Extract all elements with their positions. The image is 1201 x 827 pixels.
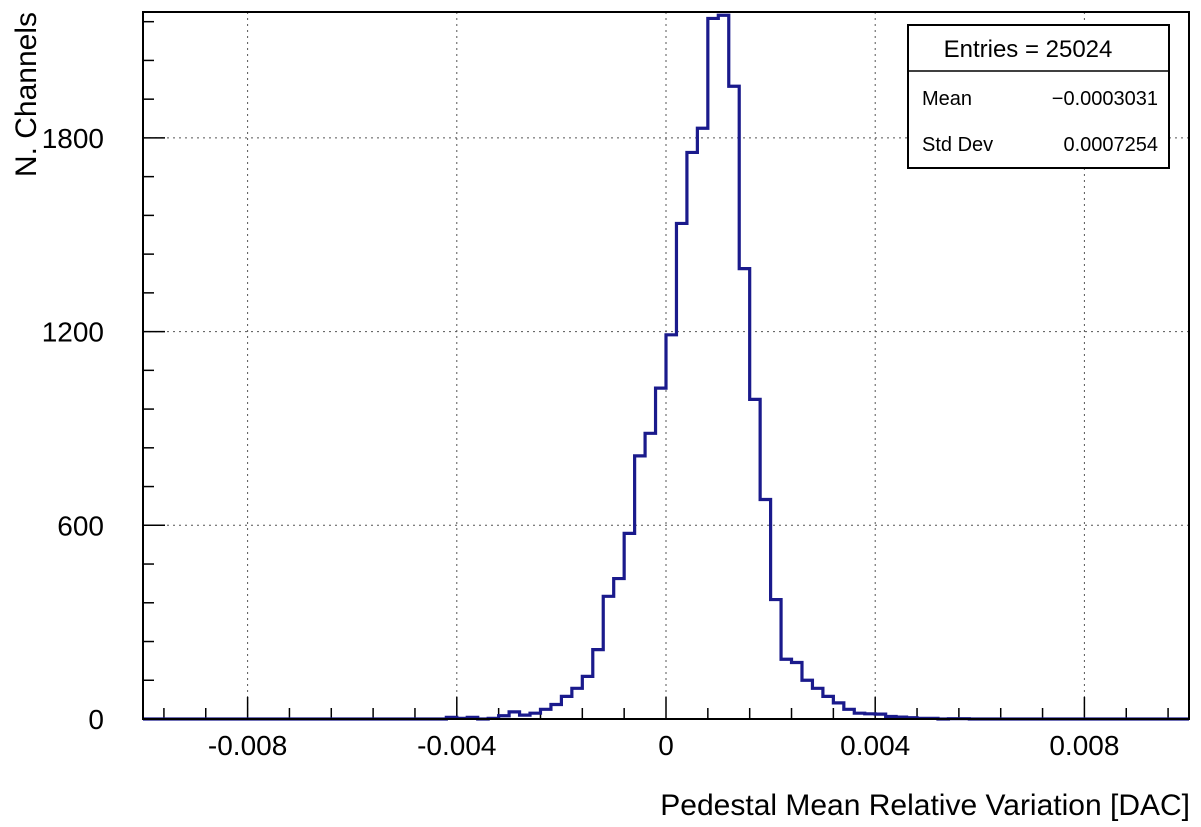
y-tick-labels: 0 600 1200 1800 — [42, 123, 104, 735]
x-tick-label: 0.008 — [1049, 730, 1119, 761]
x-tick-label: -0.004 — [417, 730, 496, 761]
histogram-series — [143, 13, 1189, 721]
x-tick-labels: -0.008 -0.004 0 0.004 0.008 — [208, 730, 1120, 761]
stats-entries: Entries = 25024 — [944, 36, 1113, 63]
stats-mean-label: Mean — [922, 88, 972, 110]
stats-box-frame — [907, 24, 1170, 169]
x-tick-label: 0.004 — [840, 730, 910, 761]
stats-stddev-value: 0.0007254 — [1063, 134, 1158, 156]
y-axis-title: N. Channels — [10, 12, 43, 177]
stats-box: Entries = 25024 Mean −0.0003031 Std Dev … — [907, 24, 1170, 169]
stats-stddev-label: Std Dev — [922, 134, 993, 156]
y-tick-label: 1800 — [42, 123, 104, 154]
y-tick-label: 0 — [88, 704, 104, 735]
major-ticks — [143, 137, 1086, 720]
plot-frame — [142, 11, 1190, 720]
x-axis-title: Pedestal Mean Relative Variation [DAC] — [660, 789, 1190, 822]
stats-mean-value: −0.0003031 — [1052, 88, 1158, 110]
x-tick-label: -0.008 — [208, 730, 287, 761]
y-tick-label: 600 — [57, 510, 104, 541]
y-tick-label: 1200 — [42, 317, 104, 348]
minor-ticks — [143, 20, 1169, 719]
x-tick-label: 0 — [658, 730, 674, 761]
